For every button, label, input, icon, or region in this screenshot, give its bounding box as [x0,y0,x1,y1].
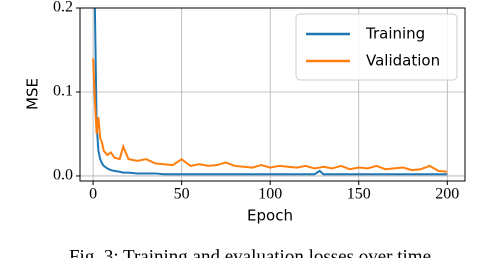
y-tick-label: 0.2 [53,0,73,16]
line-series [93,8,448,176]
x-tick-label: 100 [258,186,282,203]
legend-box [295,13,458,81]
plot-frame [79,7,466,182]
caption: Fig. 3: Training and evaluation losses o… [69,246,431,258]
line-series [92,58,448,173]
x-tick-label: 150 [347,186,371,203]
x-tick-label: 0 [89,186,97,203]
y-axis-label: MSE [24,78,42,110]
x-tick-label: 200 [435,186,459,203]
y-tick-label: 0.0 [53,167,73,184]
legend-label: Training [365,25,425,43]
legend-label: Validation [366,52,440,70]
x-tick-label: 50 [174,186,190,203]
x-axis-label: Epoch [247,207,293,225]
y-tick-label: 0.1 [53,83,73,100]
